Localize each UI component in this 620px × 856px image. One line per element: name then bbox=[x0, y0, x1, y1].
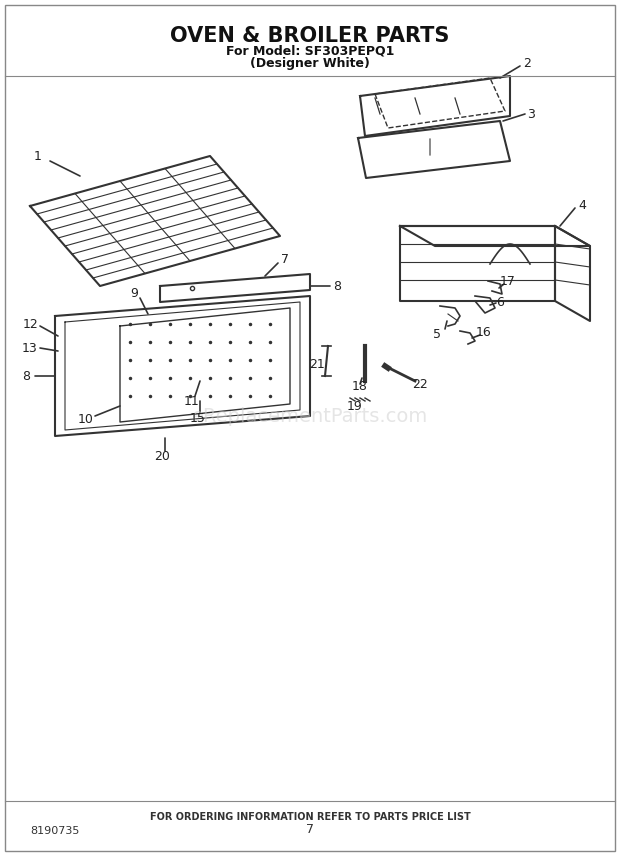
Text: 7: 7 bbox=[281, 253, 289, 265]
Text: 9: 9 bbox=[130, 287, 138, 300]
Text: 15: 15 bbox=[190, 412, 206, 425]
Text: 22: 22 bbox=[412, 377, 428, 390]
Text: 20: 20 bbox=[154, 449, 170, 462]
Text: 8: 8 bbox=[22, 370, 30, 383]
Text: 21: 21 bbox=[309, 358, 325, 371]
Text: 8: 8 bbox=[333, 280, 341, 293]
Text: 2: 2 bbox=[523, 56, 531, 69]
Text: OVEN & BROILER PARTS: OVEN & BROILER PARTS bbox=[170, 26, 450, 46]
Text: For Model: SF303PEPQ1: For Model: SF303PEPQ1 bbox=[226, 44, 394, 57]
Text: 13: 13 bbox=[22, 342, 38, 354]
Text: 8190735: 8190735 bbox=[30, 826, 79, 836]
Text: 1: 1 bbox=[34, 150, 42, 163]
Text: 5: 5 bbox=[433, 328, 441, 341]
Text: 12: 12 bbox=[23, 318, 39, 330]
Text: 6: 6 bbox=[496, 295, 504, 308]
Text: 11: 11 bbox=[184, 395, 200, 407]
Text: eReplacementParts.com: eReplacementParts.com bbox=[192, 407, 428, 425]
Text: FOR ORDERING INFORMATION REFER TO PARTS PRICE LIST: FOR ORDERING INFORMATION REFER TO PARTS … bbox=[149, 812, 471, 822]
Text: (Designer White): (Designer White) bbox=[250, 57, 370, 70]
Text: 7: 7 bbox=[306, 823, 314, 836]
Text: 16: 16 bbox=[476, 325, 492, 338]
Text: 10: 10 bbox=[78, 413, 94, 425]
Text: 18: 18 bbox=[352, 379, 368, 393]
Text: 17: 17 bbox=[500, 275, 516, 288]
Text: 19: 19 bbox=[347, 400, 363, 413]
Text: 3: 3 bbox=[527, 108, 535, 121]
Text: 4: 4 bbox=[578, 199, 586, 211]
